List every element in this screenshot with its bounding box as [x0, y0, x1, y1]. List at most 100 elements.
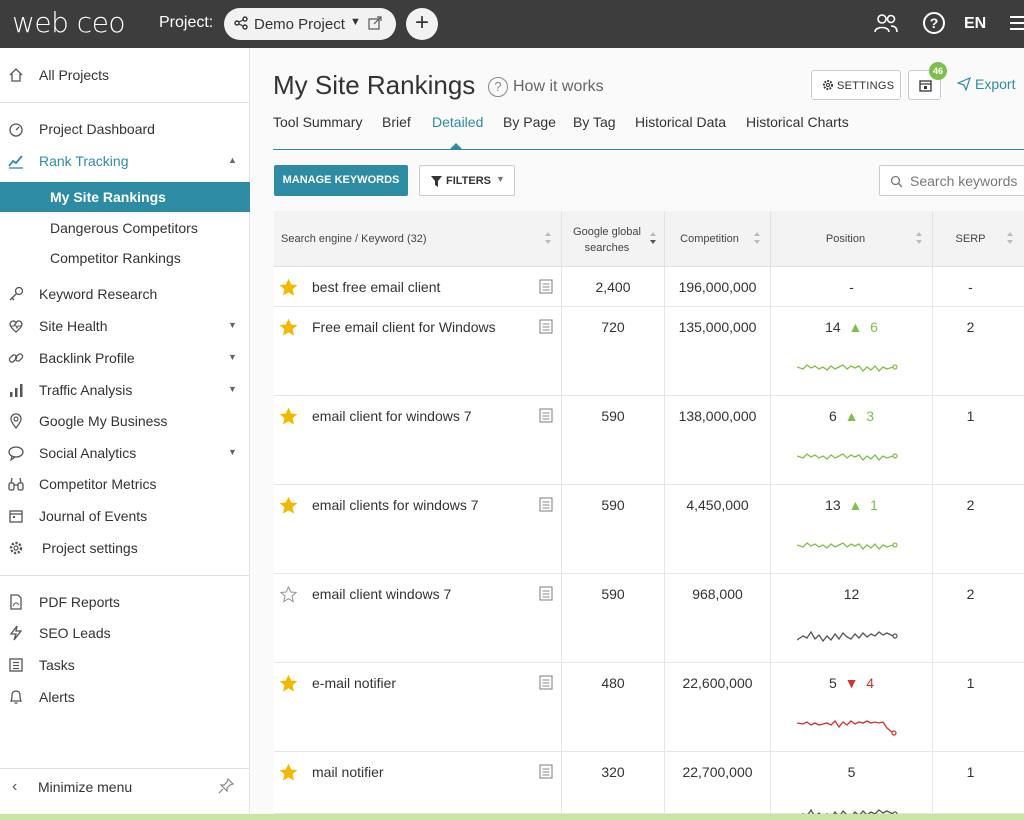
column-header-position[interactable]: Position — [771, 211, 933, 267]
position-value: 6 ▲ 3 — [771, 408, 932, 424]
sidebar-item-journal-of-events[interactable]: Journal of Events — [0, 502, 250, 530]
star-filled-icon[interactable] — [280, 408, 297, 425]
filters-button[interactable]: FILTERS ▼ — [419, 165, 515, 196]
sidebar-item-project-settings[interactable]: Project settings — [0, 534, 250, 562]
language-selector[interactable]: EN — [964, 15, 987, 32]
competition-cell: 22,600,000 — [665, 663, 771, 751]
sidebar-item-rank-tracking[interactable]: Rank Tracking ▲ — [0, 147, 250, 175]
searches-cell: 590 — [562, 485, 665, 573]
tab-tool-summary[interactable]: Tool Summary — [273, 114, 363, 130]
minimize-menu-button[interactable]: ‹ Minimize menu — [0, 768, 250, 804]
position-sparkline[interactable] — [797, 713, 901, 737]
table-row[interactable]: mail notifier 320 22,700,000 5 1 — [274, 752, 1024, 814]
sidebar-item-label: Alerts — [39, 689, 75, 705]
star-filled-icon[interactable] — [280, 675, 297, 692]
sidebar-item-google-my-business[interactable]: Google My Business — [0, 407, 250, 435]
tab-historical-charts[interactable]: Historical Charts — [746, 114, 849, 130]
star-filled-icon[interactable] — [280, 319, 297, 336]
how-it-works-link[interactable]: How it works — [513, 78, 604, 95]
tab-brief[interactable]: Brief — [382, 114, 411, 130]
searches-value: 320 — [601, 764, 625, 780]
note-icon[interactable] — [539, 319, 553, 334]
table-row[interactable]: email client for windows 7 590 138,000,000… — [274, 396, 1024, 485]
position-sparkline[interactable] — [797, 624, 901, 648]
position-sparkline[interactable] — [797, 446, 901, 470]
note-icon[interactable] — [539, 279, 553, 294]
column-header-label: Search engine / Keyword (32) — [281, 233, 427, 245]
help-icon[interactable]: ? — [923, 12, 945, 34]
sidebar-item-keyword-research[interactable]: Keyword Research — [0, 280, 250, 308]
sidebar-item-label: Journal of Events — [39, 508, 148, 524]
searches-value: 480 — [601, 675, 625, 691]
position-value: 5 ▼ 4 — [771, 675, 932, 691]
tab-historical-data[interactable]: Historical Data — [635, 114, 727, 130]
keyword-text[interactable]: best free email client — [312, 279, 441, 295]
sidebar-item-all-projects[interactable]: All Projects — [0, 61, 250, 89]
note-icon[interactable] — [539, 586, 553, 601]
star-filled-icon[interactable] — [280, 279, 297, 296]
question-circle-icon[interactable]: ? — [488, 77, 508, 97]
serp-value: 2 — [966, 586, 975, 602]
chevron-down-icon: ▼ — [228, 447, 237, 457]
manage-keywords-button[interactable]: MANAGE KEYWORDS — [274, 165, 408, 196]
sidebar-item-seo-leads[interactable]: SEO Leads — [0, 619, 250, 647]
sidebar-item-traffic-analysis[interactable]: Traffic Analysis ▼ — [0, 376, 250, 404]
sidebar-subitem-dangerous-competitors[interactable]: Dangerous Competitors — [0, 213, 250, 243]
table-row[interactable]: email clients for windows 7 590 4,450,000 1… — [274, 485, 1024, 574]
column-header-searches[interactable]: Google global searches — [562, 211, 665, 267]
users-icon[interactable] — [874, 12, 898, 34]
keyword-text[interactable]: email client for windows 7 — [312, 408, 472, 424]
main-content: My Site Rankings ? How it works SETTINGS… — [251, 48, 1024, 814]
sidebar-item-tasks[interactable]: Tasks — [0, 651, 250, 679]
position-sparkline[interactable] — [797, 802, 901, 814]
sidebar-subitem-my-site-rankings[interactable]: My Site Rankings — [0, 182, 250, 212]
webceo-logo[interactable]: web ceo — [12, 6, 126, 39]
star-filled-icon[interactable] — [280, 497, 297, 514]
column-header-competition[interactable]: Competition — [665, 211, 771, 267]
keyword-text[interactable]: mail notifier — [312, 764, 384, 780]
schedule-button[interactable] — [908, 70, 941, 100]
position-sparkline[interactable] — [797, 535, 901, 559]
star-filled-icon[interactable] — [280, 764, 297, 781]
table-row[interactable]: best free email client 2,400 196,000,000 - - — [274, 267, 1024, 307]
note-icon[interactable] — [539, 675, 553, 690]
pin-icon[interactable] — [218, 778, 234, 794]
tab-by-tag[interactable]: By Tag — [573, 114, 616, 130]
keyword-text[interactable]: e-mail notifier — [312, 675, 397, 691]
sidebar-subitem-competitor-rankings[interactable]: Competitor Rankings — [0, 243, 250, 273]
sidebar-item-site-health[interactable]: Site Health ▼ — [0, 312, 250, 340]
table-row[interactable]: email client windows 7 590 968,000 12 2 — [274, 574, 1024, 663]
note-icon[interactable] — [539, 764, 553, 779]
position-sparkline[interactable] — [797, 357, 901, 381]
column-header-serp[interactable]: SERP — [933, 211, 1024, 267]
menu-icon[interactable] — [1010, 16, 1024, 32]
keyword-text[interactable]: email clients for windows 7 — [312, 497, 479, 513]
chevron-up-icon: ▲ — [228, 155, 237, 165]
searches-cell: 590 — [562, 574, 665, 662]
sidebar-item-project-dashboard[interactable]: Project Dashboard — [0, 115, 250, 143]
search-input[interactable] — [910, 170, 1024, 192]
table-row[interactable]: Free email client for Windows 720 135,000,… — [274, 307, 1024, 396]
keyword-text[interactable]: Free email client for Windows — [312, 319, 496, 335]
send-icon — [957, 77, 971, 91]
table-row[interactable]: e-mail notifier 480 22,600,000 5 ▼ 4 1 — [274, 663, 1024, 752]
competition-cell: 135,000,000 — [665, 307, 771, 395]
sidebar-item-competitor-metrics[interactable]: Competitor Metrics — [0, 470, 250, 498]
add-project-button[interactable]: + — [406, 8, 438, 40]
tab-by-page[interactable]: By Page — [503, 114, 556, 130]
star-outline-icon[interactable] — [280, 586, 297, 603]
keyword-text[interactable]: email client windows 7 — [312, 586, 452, 602]
settings-button[interactable]: SETTINGS — [811, 70, 901, 100]
sidebar-item-alerts[interactable]: Alerts — [0, 683, 250, 711]
keyword-cell: e-mail notifier — [274, 663, 562, 751]
note-icon[interactable] — [539, 408, 553, 423]
sidebar-item-pdf-reports[interactable]: PDF Reports — [0, 588, 250, 616]
sidebar-item-backlink-profile[interactable]: Backlink Profile ▼ — [0, 344, 250, 372]
column-header-keyword[interactable]: Search engine / Keyword (32) — [274, 211, 562, 267]
position-number: 13 — [825, 497, 841, 513]
project-selector[interactable]: Demo Project ▼ — [224, 8, 396, 40]
tab-detailed[interactable]: Detailed — [432, 114, 484, 130]
external-link-icon[interactable] — [368, 16, 382, 30]
note-icon[interactable] — [539, 497, 553, 512]
sidebar-item-social-analytics[interactable]: Social Analytics ▼ — [0, 439, 250, 467]
